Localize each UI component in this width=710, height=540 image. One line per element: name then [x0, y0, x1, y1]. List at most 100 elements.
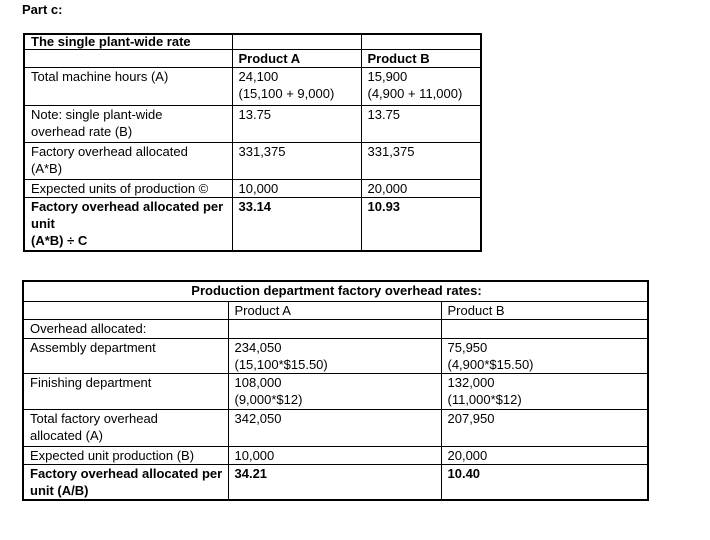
- text-line: 75,950: [447, 339, 488, 355]
- empty-cell: [22, 300, 229, 320]
- text-line: (11,000*$12): [447, 391, 522, 407]
- text-line: Finishing department: [30, 374, 152, 390]
- text-line: 10.40: [447, 465, 481, 481]
- table-row: Note: single plant-wide overhead rate (B…: [23, 105, 482, 143]
- table-title-row: Production department factory overhead r…: [22, 280, 649, 302]
- product-a-value: 10,000: [227, 445, 442, 465]
- product-a-value: 108,000 (9,000*$12): [227, 372, 442, 410]
- department-rates-table: Production department factory overhead r…: [22, 280, 650, 501]
- row-label: Overhead allocated:: [22, 318, 229, 339]
- table-row: Factory overhead allocated per unit (A*B…: [23, 197, 482, 251]
- text-line: unit: [31, 216, 55, 231]
- row-label: Expected units of production ©: [23, 179, 233, 198]
- table-row: Assembly department 234,050 (15,100*$15.…: [22, 337, 649, 374]
- product-a-value: [227, 318, 442, 339]
- text-line: (4,900*$15.50): [447, 356, 534, 372]
- product-a-value: 34.21: [227, 463, 442, 500]
- text-line: 20,000: [447, 447, 488, 463]
- text-line: 207,950: [447, 410, 495, 426]
- product-b-value: 20,000: [360, 179, 482, 198]
- text-line: Total machine hours (A): [31, 69, 169, 84]
- product-b-value: 132,000 (11,000*$12): [440, 372, 649, 410]
- text-line: Note: single plant-wide: [31, 107, 163, 122]
- text-line: (A*B): [31, 161, 63, 176]
- text-line: 331,375: [367, 144, 415, 159]
- text-line: 20,000: [367, 181, 408, 196]
- product-b-value: 15,900 (4,900 + 11,000): [360, 67, 482, 106]
- row-label: Factory overhead allocated per unit (A/B…: [22, 463, 229, 500]
- product-b-header: Product B: [440, 300, 649, 320]
- row-label: Expected unit production (B): [22, 445, 229, 465]
- text-line: 108,000: [234, 374, 282, 390]
- text-line: 10,000: [238, 181, 279, 196]
- product-a-value: 13.75: [231, 105, 362, 143]
- product-b-value: 75,950 (4,900*$15.50): [440, 337, 649, 374]
- text-line: Factory overhead allocated per: [31, 199, 224, 214]
- product-b-value: 10.93: [360, 197, 482, 251]
- text-line: 10.93: [367, 199, 401, 214]
- table-row: Total machine hours (A) 24,100 (15,100 +…: [23, 67, 482, 106]
- table-row: Factory overhead allocated per unit (A/B…: [22, 463, 649, 500]
- text-line: Total factory overhead: [30, 410, 158, 426]
- empty-cell: [23, 49, 233, 68]
- table-title: The single plant-wide rate: [23, 33, 233, 50]
- product-a-value: 10,000: [231, 179, 362, 198]
- text-line: Factory overhead allocated per: [30, 465, 223, 481]
- text-line: 13.75: [238, 107, 272, 122]
- table-row: Expected unit production (B) 10,000 20,0…: [22, 445, 649, 465]
- product-b-value: 207,950: [440, 408, 649, 447]
- product-b-value: [440, 318, 649, 339]
- row-label: Factory overhead allocated per unit (A*B…: [23, 197, 233, 251]
- row-label: Factory overhead allocated (A*B): [23, 142, 233, 180]
- row-label: Total machine hours (A): [23, 67, 233, 106]
- product-a-value: 331,375: [231, 142, 362, 180]
- plantwide-rate-table: The single plant-wide rate Product A Pro…: [23, 33, 482, 252]
- product-b-value: 10.40: [440, 463, 649, 500]
- product-a-value: 33.14: [231, 197, 362, 251]
- text-line: 24,100: [238, 69, 279, 84]
- table-title: Production department factory overhead r…: [22, 280, 649, 302]
- product-b-value: 20,000: [440, 445, 649, 465]
- product-a-value: 234,050 (15,100*$15.50): [227, 337, 442, 374]
- text-line: (4,900 + 11,000): [367, 86, 463, 101]
- product-a-value: 24,100 (15,100 + 9,000): [231, 67, 362, 106]
- product-b-value: 13.75: [360, 105, 482, 143]
- row-label: Total factory overhead allocated (A): [22, 408, 229, 447]
- table-row: Total factory overhead allocated (A) 342…: [22, 408, 649, 447]
- product-b-value: 331,375: [360, 142, 482, 180]
- table-row: Factory overhead allocated (A*B) 331,375…: [23, 142, 482, 180]
- text-line: allocated (A): [30, 427, 103, 443]
- text-line: 342,050: [234, 410, 282, 426]
- text-line: 10,000: [234, 447, 275, 463]
- empty-cell: [360, 33, 482, 50]
- product-a-value: 342,050: [227, 408, 442, 447]
- text-line: (9,000*$12): [234, 391, 303, 407]
- text-line: 331,375: [238, 144, 286, 159]
- part-heading: Part c:: [22, 2, 63, 17]
- row-label: Finishing department: [22, 372, 229, 410]
- table-title-row: The single plant-wide rate: [23, 33, 482, 50]
- text-line: 234,050: [234, 339, 282, 355]
- empty-cell: [231, 33, 362, 50]
- column-header-row: Product A Product B: [23, 49, 482, 68]
- table-row: Finishing department 108,000 (9,000*$12)…: [22, 372, 649, 410]
- text-line: Expected units of production ©: [31, 181, 209, 196]
- text-line: 13.75: [367, 107, 401, 122]
- text-line: (A*B) ÷ C: [31, 233, 88, 248]
- product-b-header: Product B: [360, 49, 482, 68]
- text-line: Expected unit production (B): [30, 447, 195, 463]
- text-line: overhead rate (B): [31, 124, 133, 139]
- text-line: 132,000: [447, 374, 495, 390]
- column-header-row: Product A Product B: [22, 300, 649, 320]
- product-a-header: Product A: [231, 49, 362, 68]
- text-line: Assembly department: [30, 339, 156, 355]
- text-line: 33.14: [238, 199, 272, 214]
- text-line: (15,100*$15.50): [234, 356, 328, 372]
- text-line: 34.21: [234, 465, 268, 481]
- text-line: Factory overhead allocated: [31, 144, 188, 159]
- text-line: 15,900: [367, 69, 408, 84]
- text-line: unit (A/B): [30, 482, 89, 498]
- table-row: Overhead allocated:: [22, 318, 649, 339]
- row-label: Note: single plant-wide overhead rate (B…: [23, 105, 233, 143]
